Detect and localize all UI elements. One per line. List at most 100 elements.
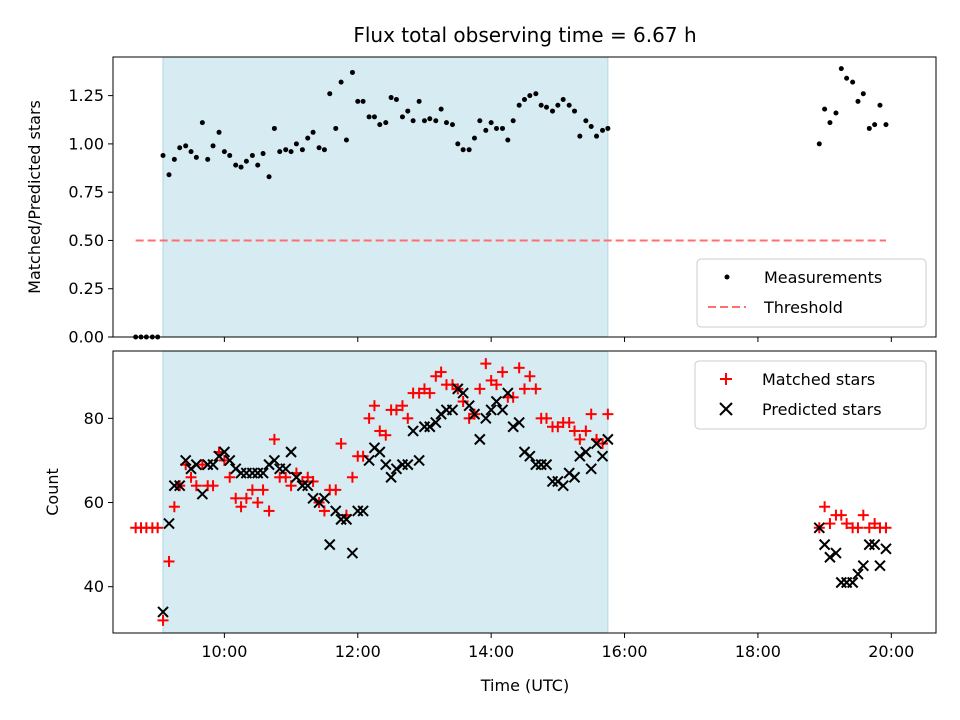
predicted-star-point — [424, 421, 436, 433]
predicted-star-point — [302, 479, 314, 492]
predicted-star-point — [496, 404, 509, 416]
measurement-point — [427, 116, 433, 122]
matched-star-point — [585, 408, 597, 420]
matched-star-point — [457, 396, 469, 408]
measurement-point — [605, 125, 611, 131]
predicted-star-point — [813, 522, 825, 534]
measurement-point — [177, 145, 183, 151]
predicted-star-point — [163, 517, 175, 530]
measurement-point — [249, 152, 255, 158]
measurement-point — [383, 120, 389, 126]
predicted-star-point — [307, 492, 319, 505]
matched-star-point — [285, 480, 297, 492]
measurement-point — [510, 118, 516, 124]
measurement-point — [243, 158, 249, 164]
x-tick-label: 14:00 — [468, 642, 514, 661]
predicted-star-point — [190, 458, 203, 471]
predicted-star-point — [824, 551, 836, 563]
y-tick-label: 0.75 — [68, 183, 104, 202]
top-panel: 0.00 0.25 0.50 0.75 1.00 1.25 Matched/Predict… — [25, 56, 937, 347]
matched-star-point — [268, 433, 280, 445]
x-tick-label: 10:00 — [201, 642, 247, 661]
measurement-point — [493, 125, 499, 131]
measurement-point — [877, 102, 883, 108]
measurement-point — [838, 66, 844, 72]
matched-star-point — [435, 366, 447, 378]
measurement-point — [594, 133, 600, 139]
measurement-point — [816, 141, 822, 147]
matched-star-point — [402, 412, 414, 424]
y-tick-label: 0.25 — [68, 279, 104, 298]
predicted-star-point — [585, 463, 597, 475]
y-tick-label: 40 — [84, 577, 104, 596]
predicted-star-point — [502, 387, 514, 399]
measurement-point — [827, 120, 833, 126]
measurement-point — [438, 106, 444, 112]
matched-star-point — [224, 471, 236, 483]
matched-star-point — [196, 459, 208, 471]
predicted-star-point — [318, 492, 331, 505]
measurement-point — [221, 149, 227, 155]
bottom-axes-frame — [112, 350, 937, 634]
x-tick-label: 20:00 — [868, 642, 914, 661]
measurement-point — [566, 102, 572, 108]
predicted-star-point — [324, 538, 336, 551]
predicted-star-point — [852, 568, 864, 580]
measurement-point — [527, 93, 533, 99]
measurement-point — [483, 127, 489, 133]
measurement-point — [844, 75, 850, 81]
measurement-point — [277, 149, 283, 155]
matched-star-point — [357, 450, 369, 462]
legend-marker-matched — [720, 373, 732, 385]
legend-marker-predicted — [719, 402, 733, 416]
matched-star-point — [824, 518, 836, 530]
measurement-point — [327, 91, 333, 97]
measurement-point — [388, 95, 394, 101]
measurement-point — [516, 102, 522, 108]
matched-star-point — [602, 408, 614, 420]
measurement-point — [544, 104, 550, 110]
predicted-star-point — [457, 387, 469, 399]
legend-label-predicted: Predicted stars — [762, 400, 882, 419]
measurement-point — [421, 118, 427, 124]
measurement-point — [299, 147, 305, 153]
measurement-point — [227, 152, 233, 158]
matched-star-point — [335, 438, 347, 450]
measurement-point — [860, 91, 866, 97]
measurement-point — [538, 102, 544, 108]
measurement-point — [416, 98, 422, 104]
measurement-point — [160, 152, 166, 158]
predicted-star-point — [830, 547, 842, 559]
legend-label-threshold: Threshold — [763, 298, 843, 317]
measurement-point — [188, 149, 194, 155]
matched-star-point — [880, 522, 892, 534]
predicted-star-point — [590, 437, 603, 450]
measurement-point — [833, 110, 839, 116]
predicted-star-point — [402, 458, 414, 471]
predicted-star-point — [196, 488, 209, 500]
measurement-point — [449, 122, 455, 128]
legend-label-measurements: Measurements — [764, 268, 882, 287]
measurement-point — [205, 156, 211, 162]
matched-star-point — [330, 484, 342, 496]
measurement-point — [333, 125, 339, 131]
measurement-point — [460, 147, 466, 153]
predicted-star-point — [285, 446, 297, 458]
matched-star-point — [519, 383, 530, 395]
matched-star-point — [168, 501, 180, 513]
measurement-point — [377, 122, 383, 128]
predicted-star-point — [157, 606, 169, 618]
matched-star-point — [346, 471, 358, 483]
predicted-star-point — [540, 458, 553, 471]
top-legend: Measurements Threshold — [696, 258, 927, 328]
measurement-point — [338, 79, 344, 85]
matched-star-point — [835, 509, 847, 521]
matched-star-point — [368, 400, 380, 412]
measurement-point — [171, 156, 177, 162]
matched-star-point — [363, 412, 375, 424]
measurement-point — [855, 98, 861, 104]
matched-star-point — [185, 471, 197, 483]
measurement-point — [293, 141, 299, 147]
measurement-point — [266, 174, 272, 180]
measurement-point — [522, 96, 527, 102]
